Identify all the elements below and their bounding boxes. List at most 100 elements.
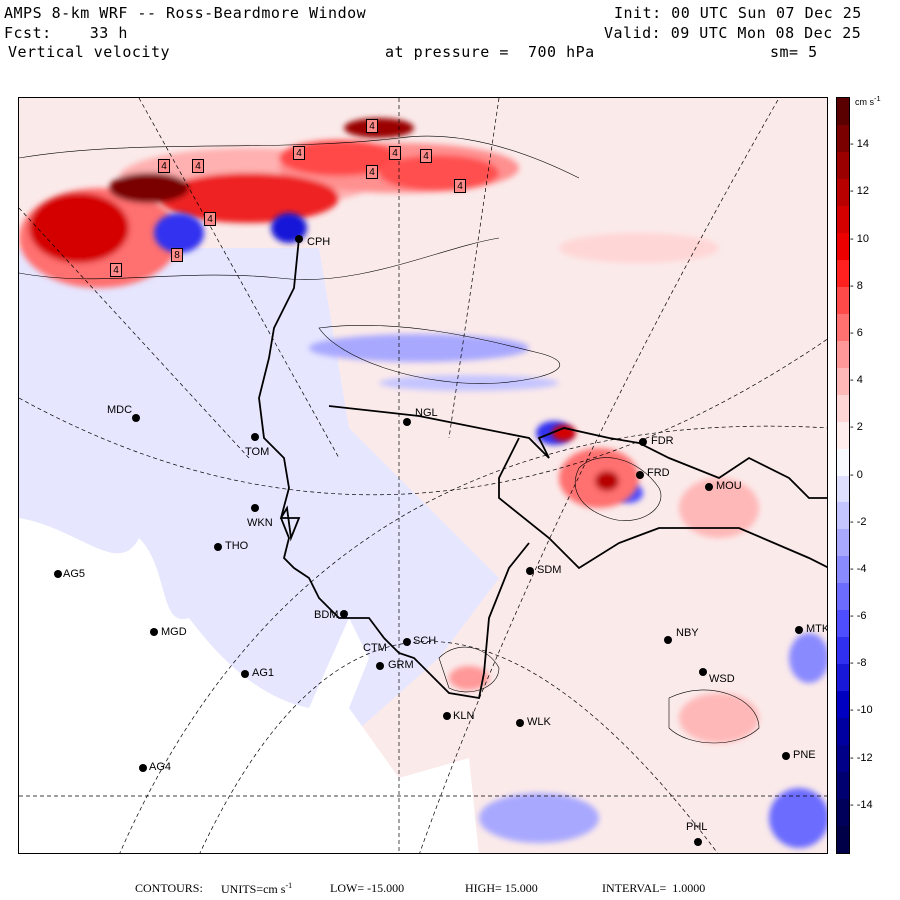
footer-contours: CONTOURS: xyxy=(135,881,203,895)
contour-lines xyxy=(19,135,760,744)
colorbar-tick: - -12 xyxy=(850,751,873,764)
colorbar-segment xyxy=(837,529,849,557)
colorbar-segment xyxy=(837,799,849,827)
colorbar-segment xyxy=(837,151,849,180)
colorbar-segment xyxy=(837,583,849,611)
coastline xyxy=(258,237,827,700)
colorbar-segment xyxy=(837,610,849,638)
station-dot-fdr xyxy=(639,438,647,446)
station-label-ngl: NGL xyxy=(415,407,438,419)
station-label-phl: PHL xyxy=(686,821,708,833)
colorbar-tick: - -8 xyxy=(850,657,867,670)
extremum-label: 4 xyxy=(293,146,305,160)
positive-patches xyxy=(449,233,759,743)
station-dot-grm xyxy=(376,662,384,670)
colorbar-segment xyxy=(837,421,849,450)
positive-band-north xyxy=(19,118,519,288)
station-dot-tho xyxy=(214,543,222,551)
footer-interval: INTERVAL= 1.0000 xyxy=(602,881,706,895)
extremum-label: 4 xyxy=(158,159,170,173)
station-dot-wkn xyxy=(251,504,259,512)
colorbar xyxy=(836,97,850,854)
colorbar-tick: - 2 xyxy=(850,421,863,434)
extremum-label: 4 xyxy=(389,146,401,160)
station-dot-phl xyxy=(694,838,702,846)
station-dot-sch xyxy=(403,638,411,646)
station-dot-mdc xyxy=(132,414,140,422)
colorbar-tick: - -6 xyxy=(850,610,867,623)
colorbar-segment xyxy=(837,98,849,126)
station-label-frd: FRD xyxy=(647,467,670,479)
footer-units: UNITS=cm s-1 xyxy=(221,881,293,896)
model-title: AMPS 8-km WRF -- Ross-Beardmore Window xyxy=(4,4,367,22)
colorbar-segment xyxy=(837,475,849,503)
extremum-label: 4 xyxy=(110,263,122,277)
station-label-mgd: MGD xyxy=(161,626,187,638)
extremum-label: 4 xyxy=(454,179,466,193)
colorbar-segment xyxy=(837,718,849,746)
colorbar-segment xyxy=(837,286,849,315)
colorbar-segment xyxy=(837,205,849,234)
station-dot-mou xyxy=(705,483,713,491)
forecast-hour: Fcst: 33 h xyxy=(4,24,128,42)
station-label-pne: PNE xyxy=(793,749,816,761)
colorbar-tick: - 14 xyxy=(850,138,869,151)
colorbar-tick: - 10 xyxy=(850,232,869,245)
colorbar-segment xyxy=(837,502,849,530)
station-label-ag5: AG5 xyxy=(63,568,86,580)
pressure-level: at pressure = 700 hPa xyxy=(385,43,595,61)
colorbar-tick: - 12 xyxy=(850,185,869,198)
station-label-mtk: MTK xyxy=(806,623,828,635)
colorbar-segment xyxy=(837,448,849,476)
valid-time: Valid: 09 UTC Mon 08 Dec 25 xyxy=(604,24,862,42)
station-label-tho: THO xyxy=(225,540,249,552)
colorbar-segment xyxy=(837,394,849,423)
colorbar-tick: - 6 xyxy=(850,326,863,339)
extremum-label: 4 xyxy=(366,165,378,179)
colorbar-tick: - -2 xyxy=(850,515,867,528)
colorbar-segment xyxy=(837,664,849,692)
init-time: Init: 00 UTC Sun 07 Dec 25 xyxy=(614,4,862,22)
extremum-label: 8 xyxy=(171,248,183,262)
station-dot-nby xyxy=(664,636,672,644)
footer-high: HIGH= 15.000 xyxy=(465,881,538,895)
colorbar-segment xyxy=(837,367,849,396)
colorbar-segment xyxy=(837,826,849,854)
colorbar-tick: - 8 xyxy=(850,279,863,292)
graticule xyxy=(19,98,827,853)
station-label-nby: NBY xyxy=(676,627,699,639)
station-label-ctm: CTM xyxy=(363,642,387,654)
station-label-cph: CPH xyxy=(307,236,331,248)
station-label-mdc: MDC xyxy=(107,404,133,416)
station-dot-bdm xyxy=(340,610,348,618)
station-dot-ngl xyxy=(403,418,411,426)
colorbar-segment xyxy=(837,178,849,207)
station-dot-tom xyxy=(251,433,259,441)
extremum-label: 4 xyxy=(204,212,216,226)
colorbar-segment xyxy=(837,313,849,342)
station-dot-ag5 xyxy=(54,570,62,578)
station-label-tom: TOM xyxy=(245,446,270,458)
map-panel: 4 4 4 4 4 4 4 8 4 4 4 CPH NGL MDC TOM WK… xyxy=(18,97,828,854)
colorbar-segment xyxy=(837,232,849,261)
extremum-label: 4 xyxy=(192,159,204,173)
colorbar-segment xyxy=(837,556,849,584)
station-dot-wsd xyxy=(699,668,707,676)
station-dot-ag1 xyxy=(241,670,249,678)
station-dot-mtk xyxy=(795,626,803,634)
station-dot-frd xyxy=(636,471,644,479)
station-label-wlk: WLK xyxy=(527,716,551,728)
station-label-wkn: WKN xyxy=(247,517,273,529)
colorbar-segment xyxy=(837,691,849,719)
station-label-grm: GRM xyxy=(388,659,414,671)
station-dot-pne xyxy=(782,752,790,760)
no-data-region xyxy=(19,518,479,853)
footer-low: LOW= -15.000 xyxy=(330,881,405,895)
colorbar-units: cm s-1 xyxy=(855,94,881,107)
map-field xyxy=(19,98,827,853)
colorbar-segment xyxy=(837,745,849,773)
colorbar-segment xyxy=(837,259,849,288)
colorbar-tick: - -14 xyxy=(850,798,873,811)
station-dot-ag4 xyxy=(139,764,147,772)
colorbar-tick: - 4 xyxy=(850,374,863,387)
